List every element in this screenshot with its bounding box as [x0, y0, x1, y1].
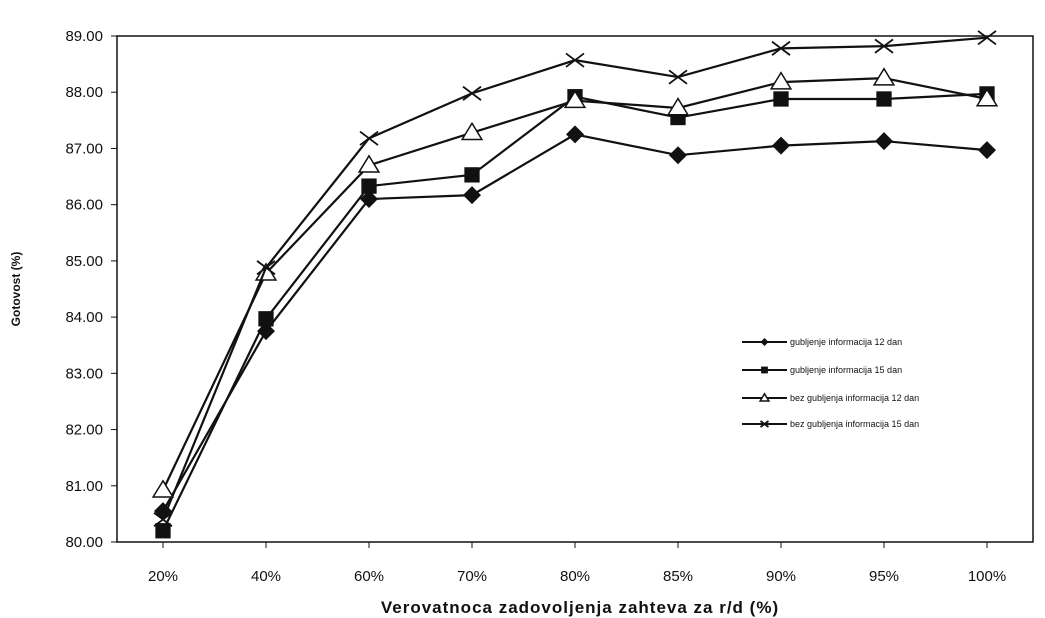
legend: gubljenje informacija 12 dan gubljenje in… [742, 337, 919, 429]
series-point-square [876, 91, 892, 107]
series-point-triangle [769, 71, 793, 90]
series-point-x [977, 30, 997, 46]
series-point-triangle [151, 479, 175, 498]
y-tick-label: 89.00 [65, 28, 103, 45]
series-point-triangle [666, 97, 690, 116]
x-tick-label: 80% [560, 568, 590, 585]
series-point-diamond [875, 132, 893, 151]
x-axis-title: Verovatnoca zadovoljenja zahteva za r/d … [381, 598, 779, 617]
series-point-diamond [463, 186, 481, 205]
series-point-triangle [758, 392, 771, 402]
legend-label: bez gubljenja informacija 15 dan [790, 419, 919, 429]
series-point-diamond [669, 146, 687, 165]
series-point-triangle [872, 67, 896, 86]
series-point-x [771, 40, 791, 56]
legend-entry: gubljenje informacija 15 dan [742, 365, 902, 375]
x-tick-label: 60% [354, 568, 384, 585]
series-point-diamond [772, 136, 790, 155]
series-point-x [153, 512, 173, 527]
series-4 [153, 30, 997, 527]
plot-frame [116, 35, 1034, 543]
series-point-triangle [563, 89, 587, 109]
series-1 [154, 125, 996, 521]
series-point-x [759, 420, 770, 428]
series-point-triangle [357, 154, 381, 173]
x-axis-ticks: 20% 40% 60% 70% 80% 85% 90% 95% 100% [148, 542, 1006, 585]
legend-entry: gubljenje informacija 12 dan [742, 337, 902, 347]
series-point-square [258, 311, 274, 327]
x-tick-label: 70% [457, 568, 487, 585]
series-point-diamond [760, 338, 769, 346]
series-point-x [668, 69, 688, 85]
y-tick-label: 87.00 [65, 140, 103, 157]
series-layer [151, 30, 999, 539]
legend-label: bez gubljenja informacija 12 dan [790, 393, 919, 403]
y-tick-label: 82.00 [65, 422, 103, 439]
x-tick-label: 20% [148, 568, 178, 585]
series-point-square [155, 523, 171, 539]
series-point-triangle [975, 88, 999, 107]
legend-entry: bez gubljenja informacija 12 dan [742, 392, 919, 403]
series-point-x [874, 38, 894, 54]
y-tick-label: 85.00 [65, 253, 103, 270]
y-tick-label: 88.00 [65, 84, 103, 101]
series-point-x [565, 52, 585, 68]
series-point-x [256, 260, 276, 276]
x-tick-label: 90% [766, 568, 796, 585]
series-point-square [464, 167, 480, 183]
y-tick-label: 84.00 [65, 309, 103, 326]
legend-entry: bez gubljenja informacija 15 dan [742, 419, 919, 429]
series-line [162, 92, 988, 532]
series-point-x [462, 85, 482, 101]
series-line [161, 36, 988, 520]
series-point-square [773, 91, 789, 107]
series-point-x [359, 130, 379, 146]
legend-label: gubljenje informacija 15 dan [790, 365, 902, 375]
y-axis-title: Gotovost (%) [9, 252, 23, 327]
x-tick-label: 95% [869, 568, 899, 585]
x-tick-label: 85% [663, 568, 693, 585]
series-line [162, 133, 988, 512]
y-tick-label: 81.00 [65, 478, 103, 495]
series-point-diamond [978, 141, 996, 160]
x-tick-label: 100% [968, 568, 1006, 585]
x-tick-label: 40% [251, 568, 281, 585]
series-point-diamond [566, 125, 584, 144]
series-point-square [361, 178, 377, 194]
series-point-diamond [360, 190, 378, 209]
series-point-triangle [460, 121, 484, 141]
y-tick-label: 86.00 [65, 197, 103, 214]
legend-label: gubljenje informacija 12 dan [790, 337, 902, 347]
series-point-square [761, 366, 768, 374]
y-axis-ticks: 80.00 81.00 82.00 83.00 84.00 85.00 86.00 87.00… [65, 28, 117, 551]
y-tick-label: 83.00 [65, 365, 103, 382]
y-tick-label: 80.00 [65, 534, 103, 551]
